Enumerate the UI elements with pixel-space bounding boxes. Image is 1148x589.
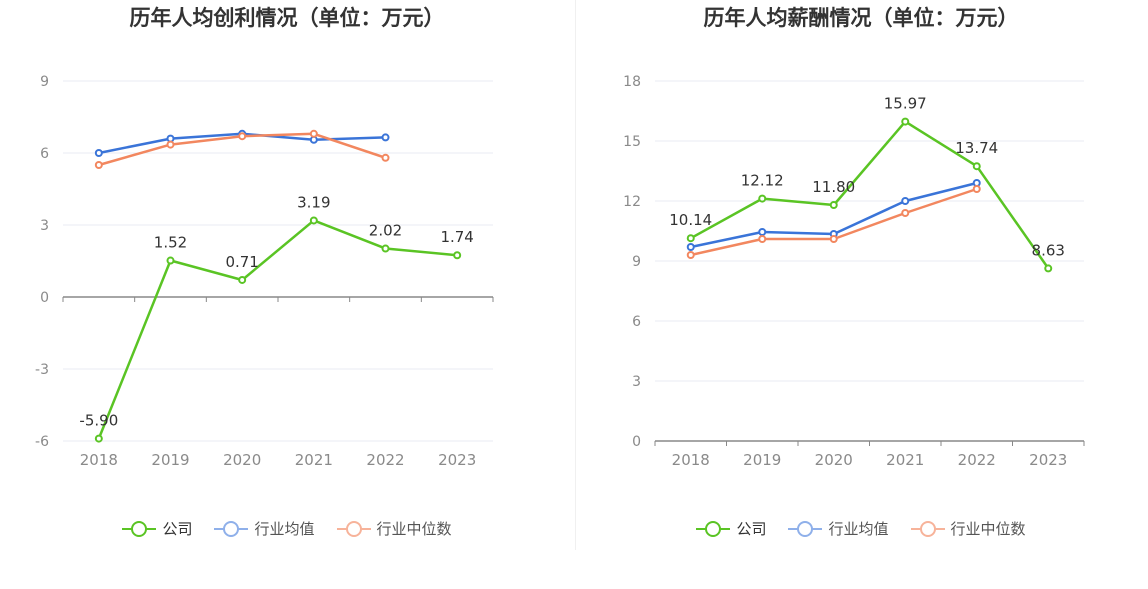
legend-item[interactable]: 公司 [696,518,766,539]
data-point [758,228,767,236]
data-point [686,251,695,259]
y-tick-label: 15 [623,134,641,150]
y-tick-label: 6 [40,146,49,162]
x-tick-label: 2019 [743,451,781,469]
legend-label: 公司 [162,520,193,538]
data-point [166,140,175,149]
data-point [1044,264,1053,273]
legend-item[interactable]: 公司 [122,518,192,539]
data-label: 1.52 [154,234,187,252]
x-tick-label: 2022 [366,451,404,469]
data-point [381,244,390,253]
y-tick-label: 9 [40,74,49,90]
series-line-0 [690,120,1050,270]
y-tick-label: -3 [35,362,49,378]
profit-chart-legend: 公司 行业均值 行业中位数 [0,518,574,539]
salary-chart-legend: 公司 行业均值 行业中位数 [574,518,1148,539]
x-tick-label: 2018 [672,451,710,469]
data-label: 3.19 [297,193,330,211]
data-point [972,162,981,171]
x-tick-label: 2023 [1029,451,1067,469]
legend-swatch [336,520,371,538]
x-tick-label: 2018 [80,451,118,469]
data-point [309,216,318,225]
x-tick-label: 2020 [223,451,261,469]
data-point [94,434,103,443]
legend-swatch [122,520,157,538]
data-point [686,243,695,251]
y-tick-label: 3 [632,374,641,390]
y-tick-label: 0 [40,290,49,306]
data-point [901,197,910,205]
data-label: -5.90 [79,412,118,430]
x-tick-label: 2021 [886,451,924,469]
data-point [758,235,767,243]
legend-item[interactable]: 行业均值 [214,518,315,539]
data-point [238,275,247,284]
legend-label: 行业均值 [254,520,315,538]
data-point [829,235,838,243]
y-tick-label: 6 [632,314,641,330]
legend-label: 行业均值 [828,520,889,538]
data-label: 8.63 [1032,241,1065,259]
panel-divider [575,0,576,550]
x-tick-label: 2022 [958,451,996,469]
legend-label: 行业中位数 [950,520,1026,538]
legend-swatch [788,520,823,538]
legend-swatch [910,520,945,538]
salary-chart-panel: 历年人均薪酬情况（单位：万元） 0 3 6 9 12 15 18 2018 2019 2020 20… [574,0,1148,589]
data-label: 0.71 [225,253,258,271]
data-label: 1.74 [440,228,473,246]
data-label: 2.02 [369,222,402,240]
legend-item[interactable]: 行业均值 [788,518,889,539]
data-point [381,133,390,142]
y-tick-label: -6 [35,434,49,450]
data-label: 12.12 [741,172,784,190]
legend-label: 行业中位数 [376,520,452,538]
data-point [901,209,910,217]
legend-swatch [696,520,731,538]
data-label: 10.14 [669,211,712,229]
y-tick-label: 3 [40,218,49,234]
y-tick-label: 18 [623,74,641,90]
salary-chart: 0 3 6 9 12 15 18 2018 2019 2020 2021 2022 2023 10.14 1… [623,74,1085,469]
data-label: 11.80 [812,178,855,196]
profit-chart-panel: 历年人均创利情况（单位：万元） -6 -3 0 3 6 9 2018 2019 2020 2021… [0,6,574,539]
data-point [453,251,462,260]
series-line-2 [690,187,978,257]
y-tick-label: 0 [632,434,641,450]
data-point [972,185,981,193]
data-point [901,117,910,126]
legend-item[interactable]: 行业中位数 [910,518,1026,539]
x-tick-label: 2021 [295,451,333,469]
data-label: 15.97 [884,95,927,113]
legend-swatch [214,520,249,538]
data-point [686,234,695,243]
data-point [381,153,390,162]
data-point [238,132,247,141]
legend-label: 公司 [736,520,767,538]
data-label: 13.74 [955,139,998,157]
data-point [829,201,838,209]
profit-chart-title: 历年人均创利情况（单位：万元） [129,6,445,30]
y-tick-label: 12 [623,194,641,210]
salary-chart-title: 历年人均薪酬情况（单位：万元） [703,6,1019,30]
x-tick-label: 2020 [815,451,853,469]
data-point [758,194,767,203]
x-tick-label: 2019 [151,451,189,469]
x-tick-label: 2023 [438,451,476,469]
data-point [94,161,103,169]
legend-item[interactable]: 行业中位数 [336,518,452,539]
data-point [94,149,103,157]
series-line-0 [97,219,458,440]
data-point [309,129,318,138]
profit-chart: -6 -3 0 3 6 9 2018 2019 2020 2021 2022 2023 -5.90 1.5… [35,74,494,469]
y-tick-label: 9 [632,254,641,270]
data-point [166,256,175,265]
